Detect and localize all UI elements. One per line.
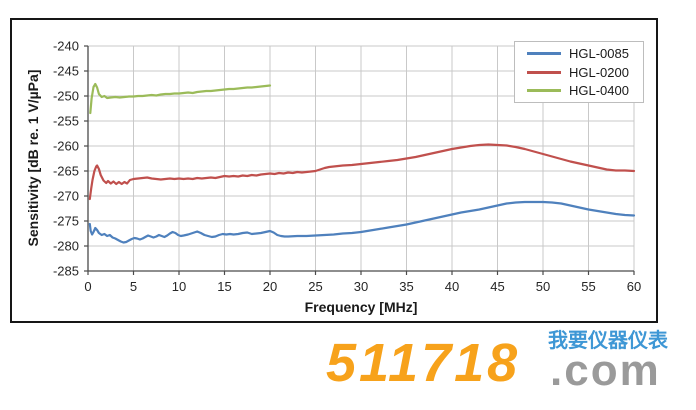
x-tick-label: 35: [399, 279, 414, 294]
y-tick-label: -265: [52, 163, 79, 179]
x-tick-label: 30: [353, 279, 369, 294]
x-tick-label: 45: [490, 279, 505, 294]
y-tick-label: -255: [52, 113, 79, 129]
y-tick-label: -250: [52, 88, 79, 104]
x-tick-label: 5: [129, 279, 138, 294]
y-tick-label: -260: [52, 138, 79, 154]
x-tick-label: 15: [217, 279, 232, 294]
x-tick-label: 60: [626, 279, 642, 294]
legend-item-hgl-0085: HGL-0085: [527, 46, 643, 61]
x-tick-label: 50: [535, 279, 551, 294]
x-tick-label: 0: [84, 279, 92, 294]
x-tick-label: 10: [171, 279, 187, 294]
x-tick-label: 40: [444, 279, 460, 294]
y-tick-label: -245: [52, 63, 79, 79]
legend-item-hgl-0400: HGL-0400: [527, 83, 643, 98]
x-axis-title: Frequency [MHz]: [304, 299, 418, 315]
y-tick-label: -270: [52, 188, 79, 204]
x-tick-label: 25: [308, 279, 323, 294]
y-tick-label: -285: [52, 263, 79, 279]
legend-label: HGL-0400: [569, 83, 629, 99]
y-tick-label: -280: [52, 238, 79, 254]
legend-line-sample-blue: [527, 51, 561, 55]
y-tick-label: -275: [52, 213, 79, 229]
legend-label: HGL-0085: [569, 45, 629, 61]
legend: HGL-0085 HGL-0200 HGL-0400: [514, 41, 644, 103]
legend-line-sample-red: [527, 70, 561, 74]
legend-line-sample-green: [527, 89, 561, 93]
x-tick-label: 55: [581, 279, 596, 294]
x-tick-label: 20: [262, 279, 278, 294]
watermark-number: 511718: [326, 333, 521, 393]
watermark-domain: .com: [550, 346, 661, 395]
legend-item-hgl-0200: HGL-0200: [527, 65, 643, 80]
y-axis-title: Sensitivity [dB re. 1 V/µPa]: [25, 69, 41, 247]
watermark-tagline: 我要仪器仪表: [548, 330, 668, 352]
y-tick-label: -240: [52, 38, 79, 54]
legend-label: HGL-0200: [569, 64, 629, 80]
